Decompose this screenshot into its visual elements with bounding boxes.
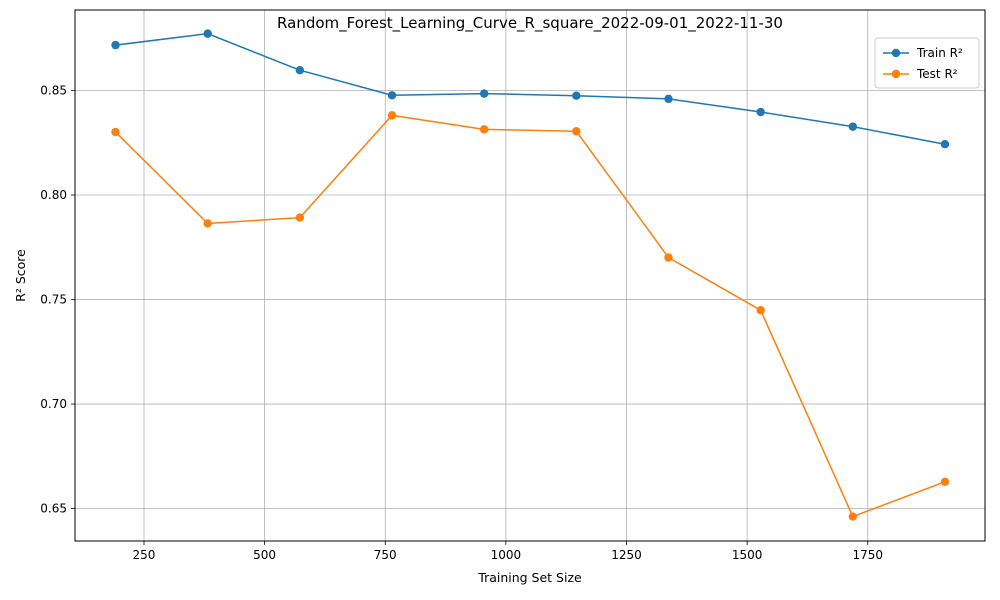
- series-1-point: [479, 125, 489, 134]
- plot-frame: [74, 9, 986, 542]
- y-axis-label: R² Score: [13, 249, 28, 302]
- x-tick-label: 1500: [732, 548, 763, 562]
- series-0-point: [387, 91, 397, 100]
- series-1-point: [387, 111, 397, 120]
- series-0-point: [203, 29, 212, 38]
- chart-title: Random_Forest_Learning_Curve_R_square_20…: [277, 14, 783, 33]
- series-layer: [111, 29, 950, 521]
- series-1-point: [664, 253, 673, 262]
- series-0-point: [111, 40, 120, 50]
- legend-box: [874, 37, 980, 89]
- series-0-point: [572, 91, 581, 100]
- y-tick-label: 0.65: [40, 502, 67, 516]
- x-axis-label: Training Set Size: [477, 570, 582, 585]
- legend: Train R² Test R²: [874, 37, 980, 89]
- x-tick-label: 250: [133, 548, 156, 562]
- series-line-0: [115, 32, 946, 145]
- legend-marker-1: [891, 69, 901, 79]
- series-1-point: [203, 219, 212, 228]
- y-tick-label: 0.75: [40, 293, 67, 307]
- series-1-point: [940, 477, 950, 487]
- series-1-point: [572, 127, 581, 136]
- y-tick-label: 0.70: [40, 397, 67, 411]
- y-axis-ticks: 0.65 0.70 0.75 0.80 0.85: [40, 83, 75, 516]
- x-tick-label: 500: [253, 548, 276, 562]
- x-axis-ticks: 250 500 750 1000 1250 1500 1750: [133, 541, 883, 562]
- series-line-1: [115, 114, 946, 518]
- legend-marker-0: [891, 48, 901, 58]
- x-tick-label: 1750: [852, 548, 883, 562]
- series-0-point: [848, 122, 857, 131]
- series-0-point: [940, 140, 950, 149]
- series-0-point: [479, 89, 489, 98]
- x-tick-label: 750: [374, 548, 397, 562]
- x-tick-label: 1000: [491, 548, 522, 562]
- series-0-point: [295, 66, 305, 75]
- series-1-point: [111, 127, 120, 137]
- series-1-point: [295, 213, 305, 222]
- grid-lines: [75, 10, 985, 541]
- series-0-point: [756, 107, 765, 117]
- series-1-point: [848, 512, 857, 521]
- legend-label-0: Train R²: [916, 46, 963, 60]
- x-tick-label: 1250: [611, 548, 642, 562]
- series-1-point: [756, 306, 765, 315]
- y-tick-label: 0.85: [40, 83, 67, 97]
- legend-label-1: Test R²: [916, 67, 958, 81]
- y-tick-label: 0.80: [40, 188, 67, 202]
- series-0-point: [664, 94, 673, 104]
